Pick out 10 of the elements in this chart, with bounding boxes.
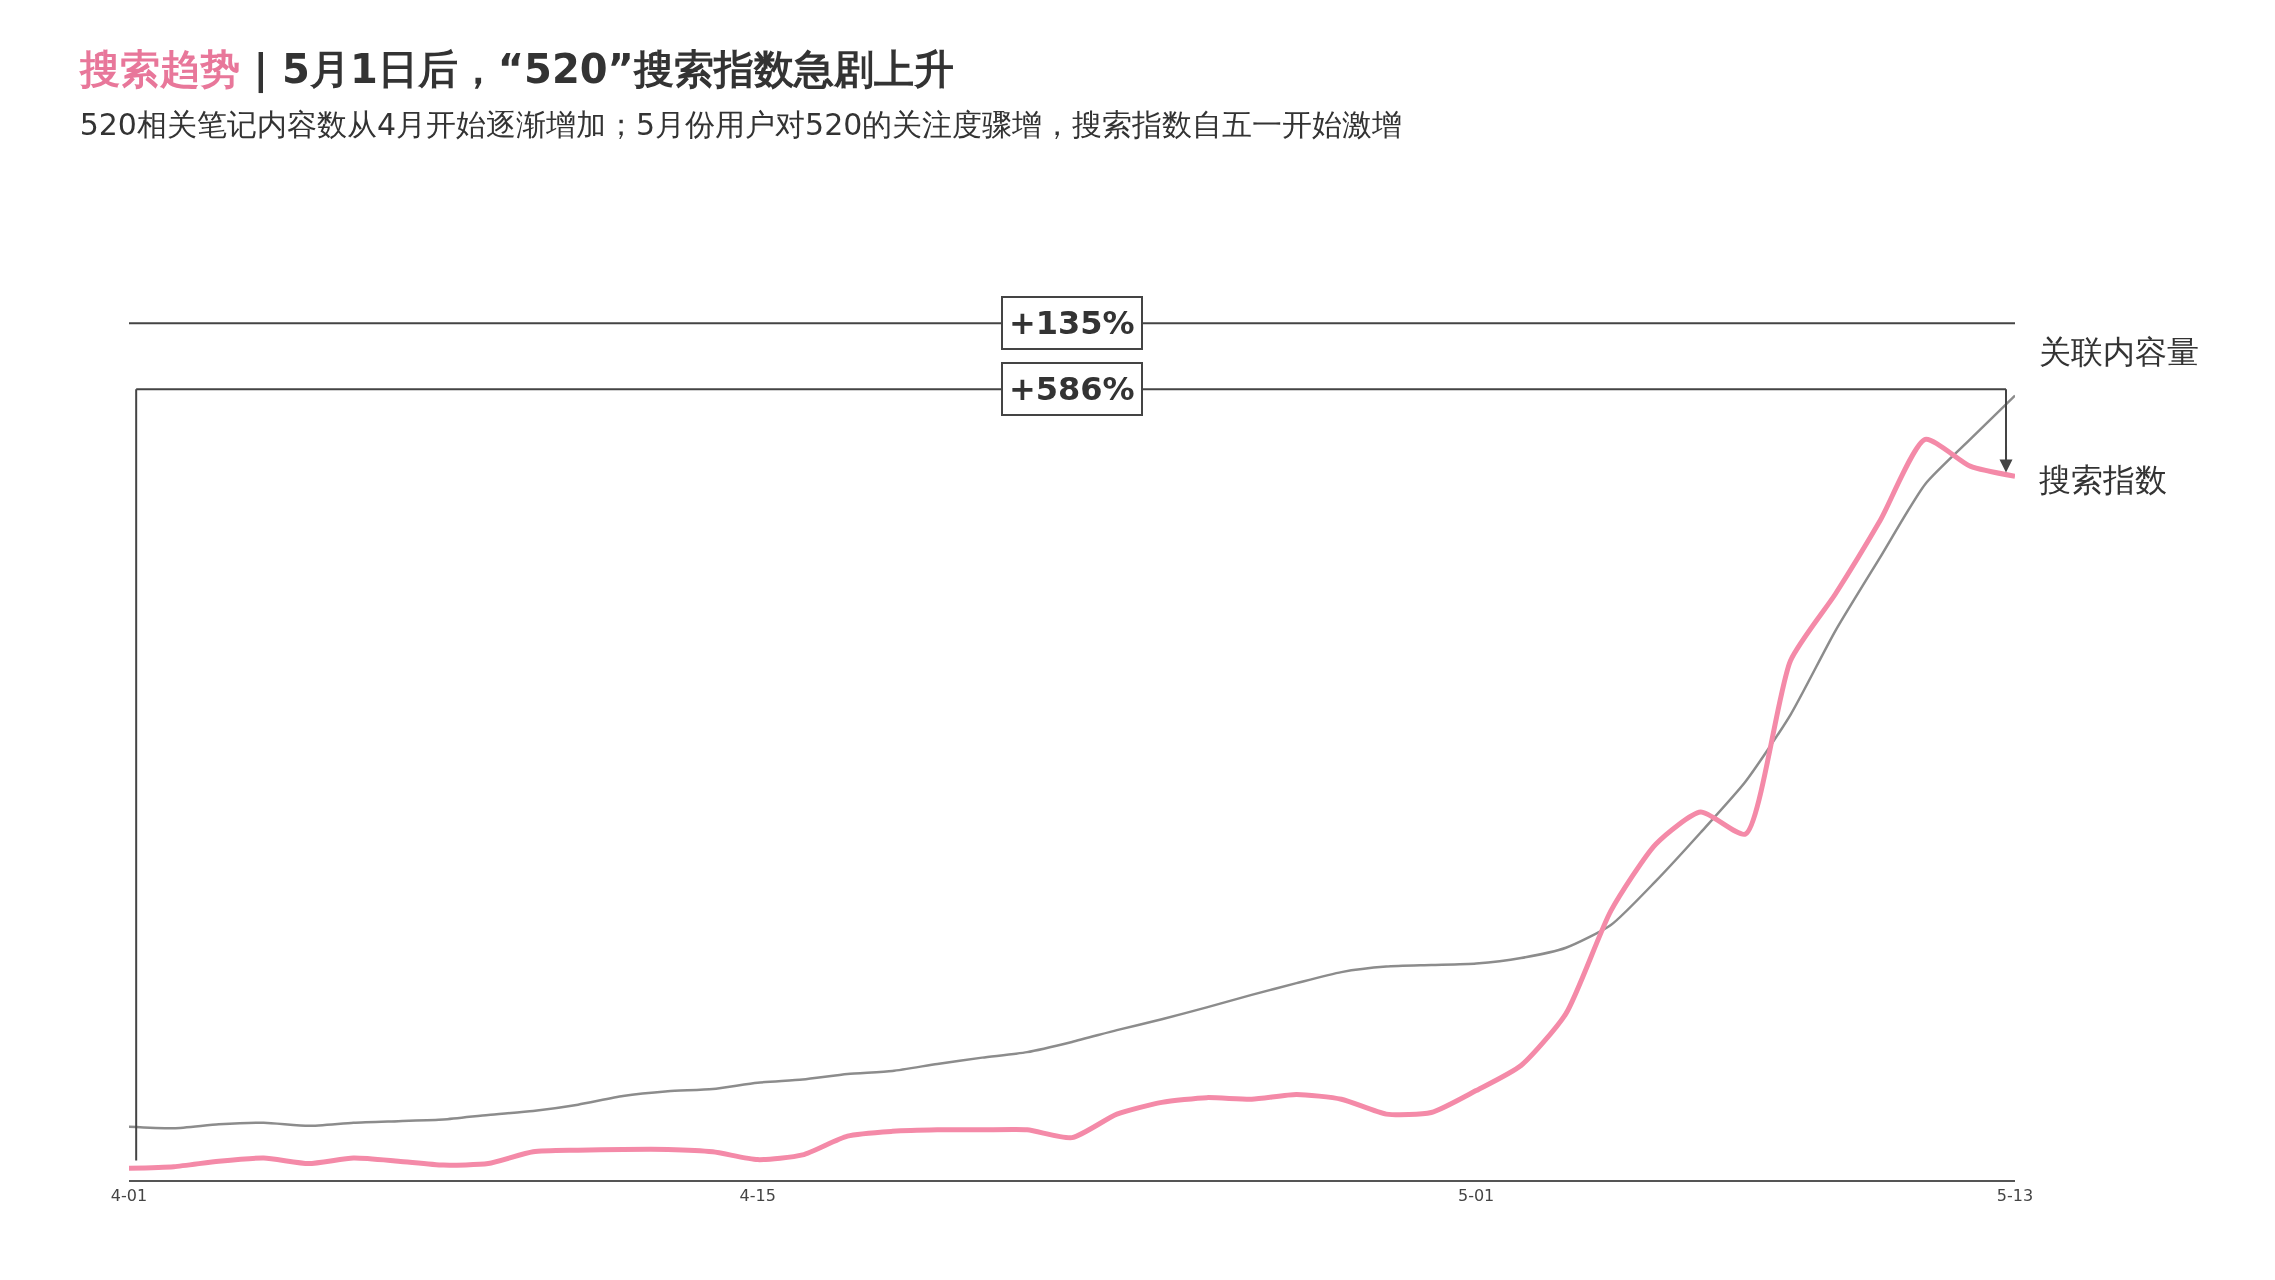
annotation: +586% <box>1009 370 1135 408</box>
series-label: 搜索指数 <box>2039 461 2167 499</box>
chart-title: 搜索趋势 | 5月1日后，“520”搜索指数急剧上升 <box>77 46 954 95</box>
text: +135% <box>1009 304 1135 342</box>
x-tick-label: 5-13 <box>1996 1186 2034 1206</box>
x-tick-label: 4-15 <box>739 1186 776 1206</box>
series-label: 关联内容量 <box>2039 333 2199 371</box>
x-tick-label: 5-01 <box>1457 1186 1495 1206</box>
x-tick-label: 4-01 <box>110 1186 148 1206</box>
chart-subtitle: 520相关笔记内容数从4月开始逐渐增加；5月份用户对520的关注度骤增，搜索指数自五一开始激增 <box>79 107 1403 143</box>
